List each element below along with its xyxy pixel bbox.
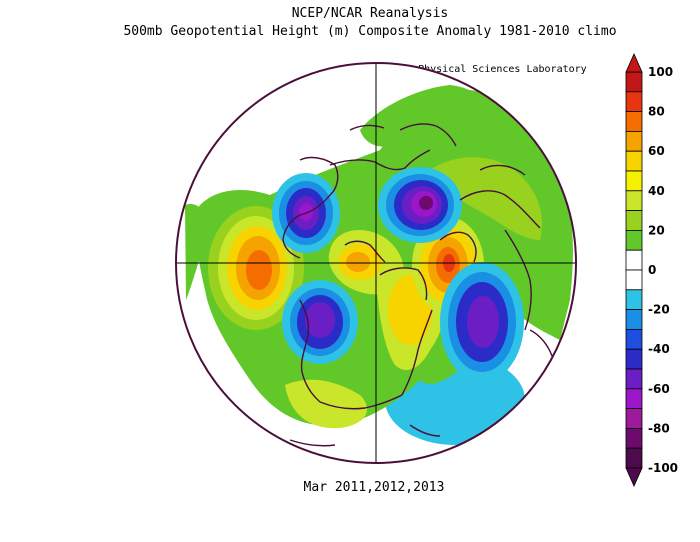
- colorbar-swatch: [625, 91, 643, 112]
- colorbar-min-arrow: [625, 467, 643, 487]
- colorbar-swatch: [625, 210, 643, 231]
- colorbar-swatch: [625, 111, 643, 132]
- colorbar-swatch: [625, 229, 643, 251]
- anomaly-field: [176, 63, 576, 463]
- anomaly-positive-eurasia: [430, 157, 542, 240]
- colorbar-swatch: [625, 131, 643, 152]
- colorbar-max-arrow: [625, 53, 643, 73]
- colorbar-tick-label: 100: [648, 65, 673, 79]
- colorbar: 100 80 60 40 20 0 -20 -40 -60 -80 -100: [625, 53, 678, 487]
- anomaly-map: [175, 62, 577, 464]
- period-label: Mar 2011,2012,2013: [303, 480, 445, 495]
- map-boundary: [175, 62, 577, 464]
- colorbar-swatch: [625, 71, 643, 93]
- colorbar-ticks: 100 80 60 40 20 0 -20 -40 -60 -80 -100: [648, 65, 678, 475]
- colorbar-swatch: [625, 269, 643, 291]
- anomaly-positive-arctic-rim: [360, 85, 493, 147]
- credit-label: NOAA Physical Sciences Laboratory: [388, 64, 587, 75]
- colorbar-swatch: [625, 368, 643, 390]
- colorbar-tick-label: 0: [648, 263, 656, 277]
- colorbar-tick-label: -60: [648, 382, 670, 396]
- colorbar-swatch: [625, 348, 643, 370]
- colorbar-swatch: [625, 150, 643, 172]
- colorbar-swatch: [625, 309, 643, 330]
- colorbar-swatch: [625, 427, 643, 449]
- colorbar-tick-label: -20: [648, 303, 670, 317]
- colorbar-swatches: [625, 53, 643, 487]
- colorbar-swatch: [625, 289, 643, 311]
- colorbar-swatch: [625, 408, 643, 429]
- colorbar-tick-label: -40: [648, 342, 670, 356]
- colorbar-swatch: [625, 388, 643, 409]
- colorbar-tick-label: -80: [648, 421, 670, 435]
- colorbar-swatch: [625, 249, 643, 271]
- colorbar-tick-label: 20: [648, 223, 665, 237]
- coastlines: [282, 123, 553, 447]
- colorbar-tick-label: 80: [648, 105, 665, 119]
- colorbar-tick-label: -100: [648, 461, 678, 475]
- colorbar-swatch: [625, 447, 643, 469]
- colorbar-swatch: [625, 190, 643, 212]
- colorbar-tick-label: 60: [648, 144, 665, 158]
- chart-title: NCEP/NCAR Reanalysis: [291, 6, 449, 21]
- colorbar-tick-label: 40: [648, 184, 665, 198]
- colorbar-swatch: [625, 170, 643, 192]
- anomaly-positive-westedge: [185, 204, 207, 300]
- colorbar-swatch: [625, 328, 643, 350]
- chart-subtitle: 500mb Geopotential Height (m) Composite …: [123, 24, 617, 39]
